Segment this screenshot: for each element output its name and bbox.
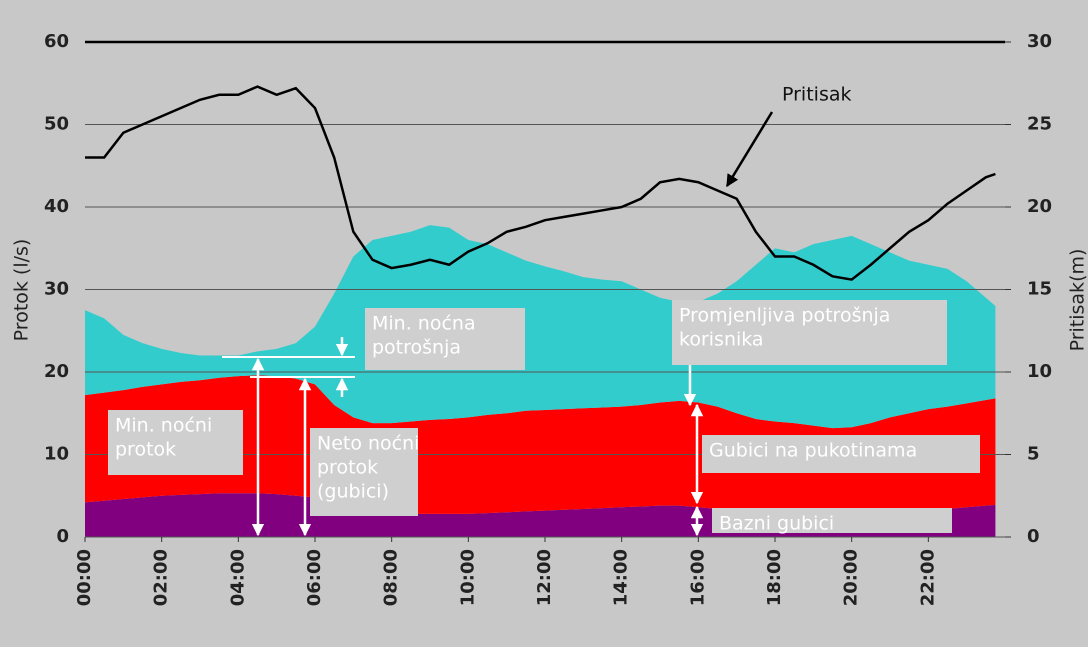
x-tick-label: 10:00 [457, 549, 478, 606]
x-tick-label: 08:00 [381, 549, 402, 606]
annotation: Gubici na pukotinama [709, 440, 917, 462]
annotation: Neto noćni [317, 433, 419, 455]
y2-tick-label: 10 [1027, 361, 1052, 382]
x-tick-label: 20:00 [841, 549, 862, 606]
annotation: Pritisak [782, 84, 852, 106]
annotation: protok [115, 439, 176, 461]
annotation-box [702, 435, 980, 473]
annotation-box [672, 300, 947, 365]
annotation: Min. noćni [115, 415, 212, 437]
annotation-box [712, 508, 952, 533]
annotation-box [365, 308, 525, 370]
y-axis-label: Protok (l/s) [11, 239, 33, 342]
y2-axis-label: Pritisak(m) [1067, 249, 1088, 352]
annotation: Min. noćna [372, 313, 476, 335]
x-tick-label: 04:00 [227, 549, 248, 606]
x-tick-label: 14:00 [611, 549, 632, 606]
line [85, 85, 996, 281]
y2-tick-label: 5 [1027, 444, 1040, 465]
y-tick-label: 10 [44, 444, 69, 465]
y-tick-label: 20 [44, 361, 69, 382]
annotation: korisnika [679, 329, 764, 351]
annotation-arrow [725, 111, 774, 188]
annotation-box [108, 410, 243, 475]
annotation-box [310, 428, 418, 516]
y-tick-label: 30 [44, 279, 69, 300]
annotation: Bazni gubici [719, 513, 834, 535]
annotation: protok [317, 457, 378, 479]
x-tick-label: 22:00 [917, 549, 938, 606]
annotation: (gubici) [317, 481, 389, 503]
y-tick-label: 60 [44, 31, 69, 52]
y2-tick-label: 20 [1027, 196, 1052, 217]
y2-tick-label: 15 [1027, 279, 1052, 300]
annotation: potrošnja [372, 337, 461, 359]
y-tick-label: 0 [56, 526, 69, 547]
x-tick-label: 00:00 [74, 549, 95, 606]
x-tick-label: 18:00 [764, 549, 785, 606]
y2-tick-label: 0 [1027, 526, 1040, 547]
x-tick-label: 06:00 [304, 549, 325, 606]
x-tick-label: 12:00 [534, 549, 555, 606]
x-tick-label: 16:00 [687, 549, 708, 606]
y2-tick-label: 25 [1027, 114, 1052, 135]
x-tick-label: 02:00 [151, 549, 172, 606]
y-tick-label: 40 [44, 196, 69, 217]
y-tick-label: 50 [44, 114, 69, 135]
y2-tick-label: 30 [1027, 31, 1052, 52]
annotation: Promjenljiva potrošnja [679, 305, 890, 327]
